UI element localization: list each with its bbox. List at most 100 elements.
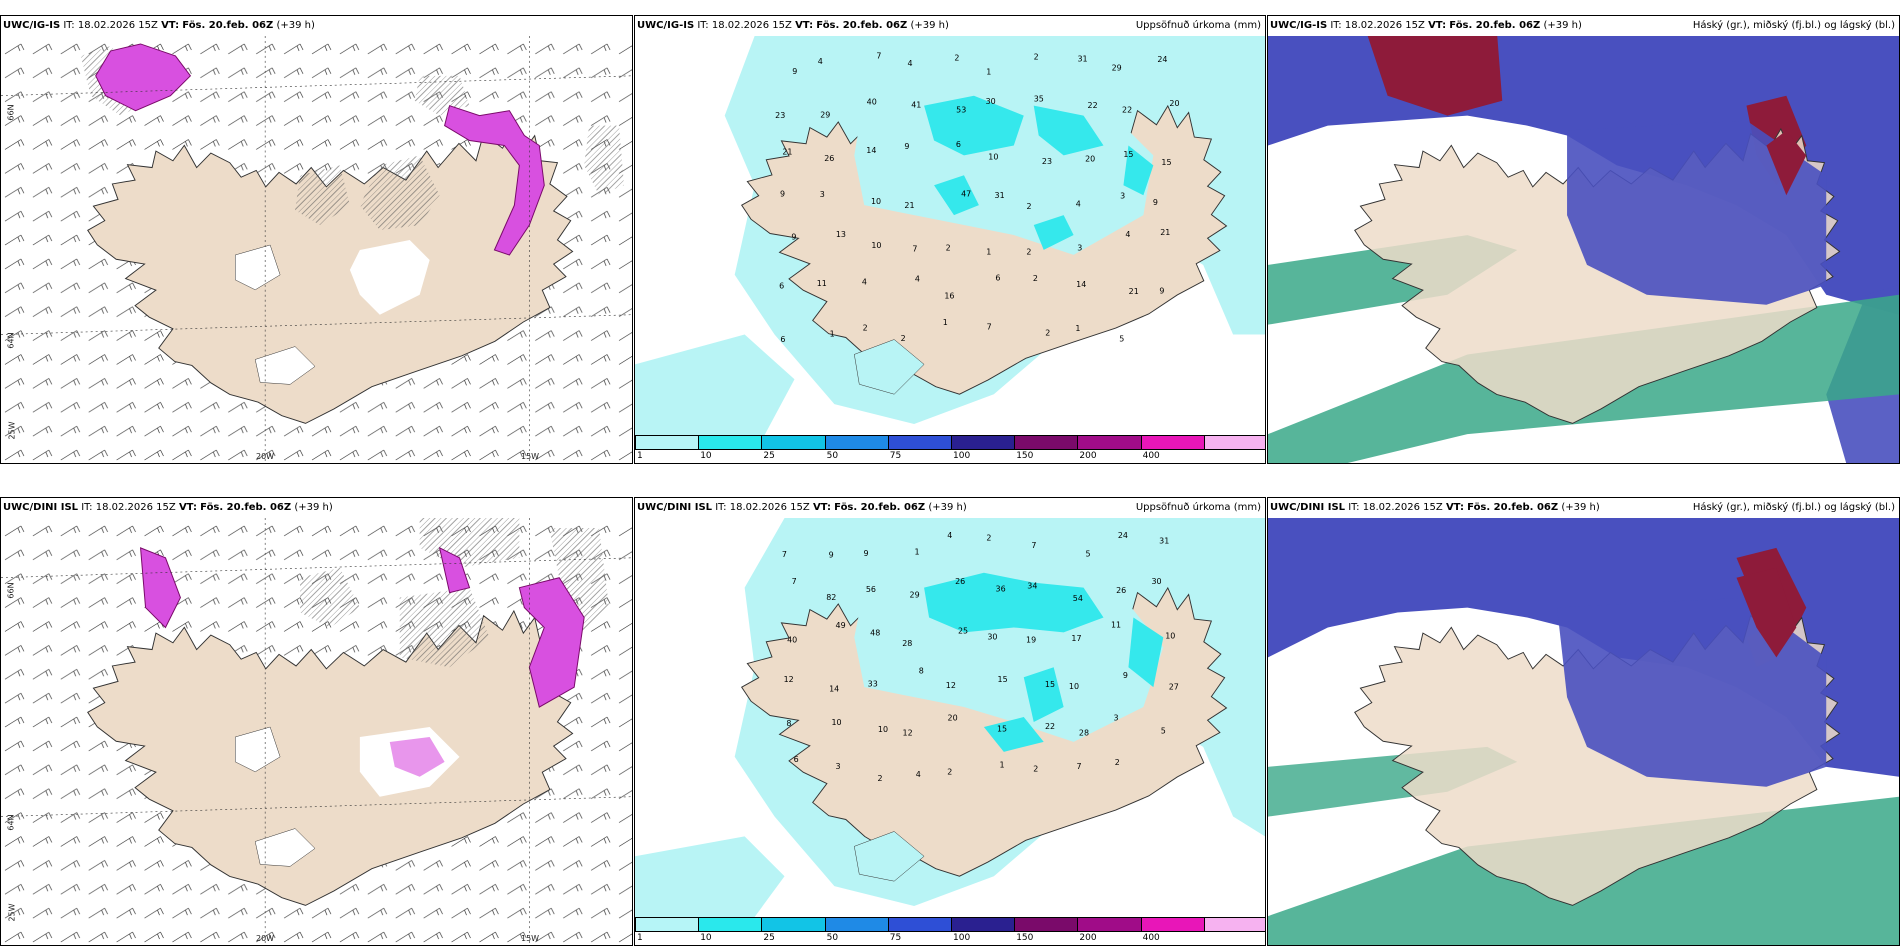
precip-value-label: 1 [1000, 760, 1005, 769]
lon-label-20w: 20W [256, 452, 275, 461]
map-clouds-top[interactable] [1268, 36, 1899, 463]
lon-label-25w: 25W [7, 903, 17, 922]
precip-value-label: 5 [1085, 550, 1090, 559]
precip-value-label: 14 [866, 146, 876, 155]
panel-wind-icing-bottom: UWC/DINI ISL IT: 18.02.2026 15Z VT: Fös.… [0, 497, 633, 946]
lon-label-20w: 20W [256, 934, 275, 943]
precip-value-label: 1 [986, 68, 991, 77]
precip-value-label: 7 [987, 323, 992, 332]
map-svg [1, 518, 632, 945]
precip-value-label: 1 [943, 318, 948, 327]
precip-value-label: 7 [1031, 541, 1036, 550]
colorbar-segment [1203, 435, 1265, 450]
precip-value-label: 3 [1077, 244, 1082, 253]
precip-value-label: 24 [1118, 531, 1128, 540]
precip-value-label: 9 [904, 142, 909, 151]
colorbar-label: 25 [763, 451, 775, 461]
precip-value-label: 8 [786, 719, 791, 728]
precip-value-label: 15 [997, 725, 1007, 734]
precip-value-label: 11 [1111, 621, 1121, 630]
precip-value-label: 27 [1169, 682, 1179, 691]
precip-value-label: 29 [820, 110, 830, 119]
precip-value-label: 10 [871, 241, 881, 250]
colorbar-segment [698, 435, 763, 450]
map-svg [1, 36, 632, 463]
map-precip-top[interactable]: 9 4 7 4 2 1 2 31 29 24 23 29 40 41 53 30 35 22 22 20 21 26 14 9… [635, 36, 1265, 435]
precip-value-label: 25 [958, 626, 968, 635]
precip-value-label: 2 [863, 324, 868, 333]
panel-wind-icing-top: UWC/IG-IS IT: 18.02.2026 15Z VT: Fös. 20… [0, 15, 633, 464]
precip-value-label: 10 [1165, 632, 1175, 641]
precip-colorbar: 1 10 25 50 75 100 150 200 400 [635, 917, 1265, 945]
panel-clouds-bottom: UWC/DINI ISL IT: 18.02.2026 15Z VT: Fös.… [1267, 497, 1900, 946]
precip-value-label: 23 [1042, 157, 1052, 166]
precip-value-label: 4 [915, 274, 920, 283]
precip-value-label: 10 [988, 153, 998, 162]
precip-value-label: 7 [912, 244, 917, 253]
precip-value-label: 20 [1085, 155, 1095, 164]
precip-value-label: 1 [915, 548, 920, 557]
colorbar-label: 150 [1016, 933, 1034, 943]
precip-value-label: 36 [996, 585, 1006, 594]
precip-value-label: 30 [986, 97, 996, 106]
map-wind-icing-top[interactable] [1, 36, 632, 463]
lon-label-15w: 15W [521, 452, 540, 461]
colorbar-label: 100 [953, 451, 971, 461]
panel-header: UWC/IG-IS IT: 18.02.2026 15Z VT: Fös. 20… [1268, 16, 1899, 36]
precip-value-label: 21 [904, 201, 914, 210]
colorbar-segment [951, 435, 1016, 450]
map-clouds-bottom[interactable] [1268, 518, 1899, 945]
precip-value-label: 22 [1122, 106, 1132, 115]
lat-label-66n: 66N [6, 582, 16, 599]
colorbar-label: 400 [1142, 933, 1160, 943]
colorbar-segment [1140, 435, 1205, 450]
precip-value-label: 26 [1116, 586, 1126, 595]
colorbar-label: 75 [889, 451, 902, 461]
panel-header: UWC/IG-IS IT: 18.02.2026 15Z VT: Fös. 20… [635, 16, 1265, 36]
map-precip-bottom[interactable]: 7 9 9 1 4 2 7 5 24 31 7 82 56 29 26 36 34 54 26 30 40 49 48 28 2… [635, 518, 1265, 917]
precip-value-label: 10 [1069, 682, 1079, 691]
precip-value-label: 2 [946, 244, 951, 253]
precip-value-label: 49 [836, 621, 846, 630]
colorbar-segment [635, 435, 700, 450]
precip-colorbar: 1 10 25 50 75 100 150 200 400 [635, 435, 1265, 463]
precip-value-label: 30 [987, 632, 997, 641]
precip-value-label: 29 [1112, 63, 1122, 72]
colorbar-segment [824, 435, 889, 450]
precip-value-label: 4 [908, 59, 913, 68]
precip-value-label: 6 [780, 335, 785, 344]
precip-value-label: 2 [1045, 329, 1050, 338]
colorbar-label: 10 [700, 451, 712, 461]
colorbar-segment [1140, 917, 1205, 932]
panel-header: UWC/DINI ISL IT: 18.02.2026 15Z VT: Fös.… [635, 498, 1265, 518]
colorbar-segment [761, 917, 826, 932]
precip-value-label: 9 [792, 67, 797, 76]
precip-value-label: 28 [1079, 729, 1089, 738]
colorbar-segment [951, 917, 1016, 932]
precip-value-label: 4 [1125, 230, 1130, 239]
precip-value-label: 14 [1076, 280, 1086, 289]
precip-value-label: 20 [1169, 99, 1179, 108]
precip-value-label: 2 [878, 774, 883, 783]
colorbar-label: 1 [637, 933, 643, 943]
precip-value-label: 2 [1034, 53, 1039, 62]
precip-value-label: 29 [910, 591, 920, 600]
precip-value-label: 11 [817, 279, 827, 288]
precip-value-label: 15 [1123, 150, 1133, 159]
map-wind-icing-bottom[interactable] [1, 518, 632, 945]
precip-value-label: 22 [1088, 101, 1098, 110]
precip-value-label: 2 [986, 533, 991, 542]
precip-value-label: 4 [818, 57, 823, 66]
panel-title: Uppsöfnuð úrkoma (mm) [1135, 502, 1261, 513]
precip-value-label: 17 [1071, 634, 1081, 643]
colorbar-label: 10 [700, 933, 712, 943]
precip-value-label: 21 [782, 147, 792, 156]
precip-value-label: 2 [1033, 274, 1038, 283]
precip-value-label: 9 [1123, 671, 1128, 680]
precip-value-label: 24 [1157, 55, 1167, 64]
panel-title: Uppsöfnuð úrkoma (mm) [1135, 20, 1261, 31]
precip-value-label: 35 [1034, 94, 1044, 103]
panel-clouds-top: UWC/IG-IS IT: 18.02.2026 15Z VT: Fös. 20… [1267, 15, 1900, 464]
panel-title: Háský (gr.), miðský (fj.bl.) og lágský (… [1692, 502, 1895, 513]
